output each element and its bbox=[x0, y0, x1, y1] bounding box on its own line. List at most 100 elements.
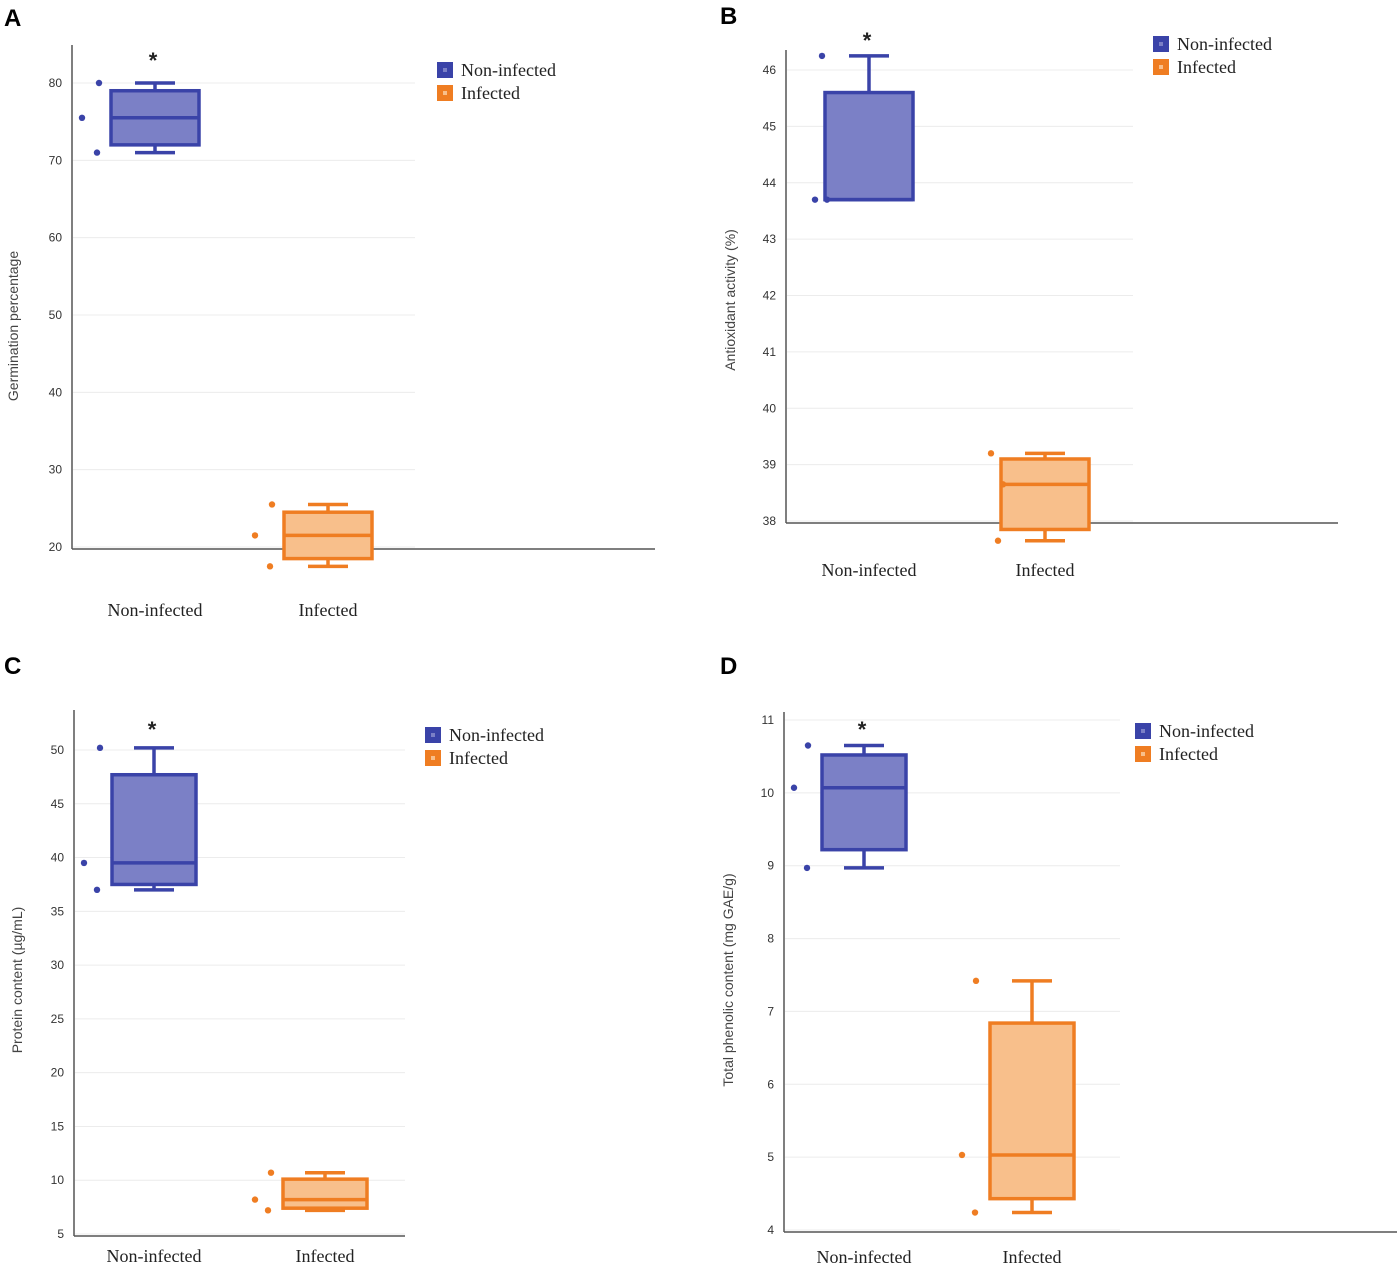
box-infected bbox=[251, 1169, 369, 1214]
y-tick-label: 35 bbox=[51, 904, 65, 918]
y-tick-label: 20 bbox=[49, 540, 63, 554]
y-tick-label: 30 bbox=[51, 958, 65, 972]
data-point bbox=[251, 532, 259, 539]
panel-a: A 20 30 40 50 60 70 80 Germination percentage Non… bbox=[4, 5, 655, 620]
box-iqr bbox=[281, 1177, 369, 1210]
legend-swatch-center bbox=[431, 756, 435, 760]
legend-label: Infected bbox=[461, 83, 520, 103]
legend-swatch-center bbox=[1159, 42, 1163, 46]
y-tick-label: 40 bbox=[51, 851, 65, 865]
box-iqr bbox=[823, 90, 915, 202]
legend-label: Non-infected bbox=[1159, 721, 1254, 741]
y-axis-label: Antioxidant activity (%) bbox=[722, 229, 738, 371]
panel-letter: C bbox=[4, 653, 21, 680]
data-point bbox=[264, 1207, 272, 1214]
data-point bbox=[987, 450, 995, 457]
x-category-label: Non-infected bbox=[107, 1246, 202, 1266]
legend-swatch-center bbox=[1141, 729, 1145, 733]
y-tick-label: 44 bbox=[763, 176, 777, 190]
y-tick-label: 38 bbox=[763, 514, 777, 528]
data-point bbox=[823, 196, 831, 203]
data-point bbox=[266, 563, 274, 570]
y-tick-label: 50 bbox=[51, 743, 65, 757]
y-tick-label: 11 bbox=[762, 713, 775, 727]
y-tick-label: 40 bbox=[49, 385, 63, 399]
data-point bbox=[804, 742, 812, 749]
y-tick-label: 39 bbox=[763, 458, 777, 472]
data-point bbox=[268, 501, 276, 508]
legend-swatch-center bbox=[443, 91, 447, 95]
box-infected bbox=[251, 501, 374, 570]
box-non-infected bbox=[811, 52, 915, 203]
y-tick-label: 10 bbox=[761, 786, 775, 800]
data-point bbox=[999, 481, 1007, 488]
legend-label: Non-infected bbox=[1177, 34, 1272, 54]
data-point bbox=[811, 196, 819, 203]
legend-swatch-center bbox=[443, 68, 447, 72]
data-point bbox=[790, 784, 798, 791]
y-tick-label: 41 bbox=[763, 345, 777, 359]
significance-star: * bbox=[858, 717, 867, 742]
panel-c: C 5 10 15 20 25 30 35 40 45 50 Protein content (µg/… bbox=[4, 653, 544, 1266]
box-non-infected bbox=[80, 744, 198, 894]
data-point bbox=[96, 744, 104, 752]
box-iqr bbox=[110, 772, 198, 887]
y-tick-label: 43 bbox=[763, 232, 777, 246]
panel-letter: A bbox=[4, 5, 21, 32]
y-tick-label: 10 bbox=[51, 1173, 65, 1187]
y-tick-label: 45 bbox=[51, 797, 65, 811]
panel-letter: B bbox=[720, 3, 737, 30]
box-iqr bbox=[999, 457, 1091, 532]
y-tick-label: 5 bbox=[767, 1150, 774, 1164]
data-point bbox=[93, 886, 101, 894]
box-iqr bbox=[820, 753, 908, 852]
data-point bbox=[80, 859, 88, 867]
data-point bbox=[267, 1169, 275, 1176]
y-tick-label: 20 bbox=[51, 1066, 65, 1080]
box-non-infected bbox=[790, 742, 908, 872]
y-tick-label: 5 bbox=[57, 1227, 64, 1241]
y-tick-label: 8 bbox=[767, 932, 774, 946]
legend-swatch-center bbox=[1159, 65, 1163, 69]
box-non-infected bbox=[78, 79, 201, 156]
box-infected bbox=[987, 450, 1091, 544]
legend-label: Infected bbox=[1177, 57, 1236, 77]
data-point bbox=[78, 114, 86, 122]
legend-label: Non-infected bbox=[461, 60, 556, 80]
data-point bbox=[958, 1151, 966, 1159]
legend-swatch-center bbox=[431, 733, 435, 737]
y-axis-label: Total phenolic content (mg GAE/g) bbox=[720, 873, 736, 1086]
y-tick-label: 70 bbox=[49, 153, 63, 167]
data-point bbox=[971, 1209, 979, 1216]
data-point bbox=[972, 977, 980, 985]
x-category-label: Infected bbox=[296, 1246, 355, 1266]
legend-label: Infected bbox=[449, 748, 508, 768]
data-point bbox=[95, 79, 103, 87]
y-tick-label: 50 bbox=[49, 308, 63, 322]
box-infected bbox=[958, 977, 1076, 1216]
data-point bbox=[93, 149, 101, 156]
data-point bbox=[994, 537, 1002, 544]
significance-star: * bbox=[148, 717, 157, 742]
x-category-label: Non-infected bbox=[108, 600, 203, 620]
y-tick-label: 80 bbox=[49, 76, 63, 90]
y-tick-label: 40 bbox=[763, 401, 777, 415]
x-category-label: Infected bbox=[299, 600, 358, 620]
y-tick-label: 9 bbox=[767, 859, 774, 873]
y-tick-label: 15 bbox=[51, 1119, 65, 1133]
significance-star: * bbox=[863, 28, 872, 53]
y-tick-label: 42 bbox=[763, 289, 777, 303]
x-category-label: Infected bbox=[1016, 560, 1075, 580]
panel-d: D 4 5 6 7 8 9 10 11 Total phenolic content (mg GA… bbox=[720, 653, 1397, 1267]
legend-swatch-center bbox=[1141, 752, 1145, 756]
y-tick-label: 30 bbox=[49, 463, 63, 477]
y-tick-label: 45 bbox=[763, 119, 777, 133]
y-tick-label: 6 bbox=[767, 1077, 774, 1091]
x-category-label: Infected bbox=[1003, 1247, 1062, 1267]
y-axis-label: Germination percentage bbox=[5, 251, 21, 401]
y-tick-label: 46 bbox=[763, 63, 777, 77]
x-category-label: Non-infected bbox=[817, 1247, 912, 1267]
panel-b: B 38 39 40 41 42 43 44 45 46 Antioxidant activity … bbox=[720, 3, 1338, 580]
y-tick-label: 7 bbox=[767, 1004, 774, 1018]
